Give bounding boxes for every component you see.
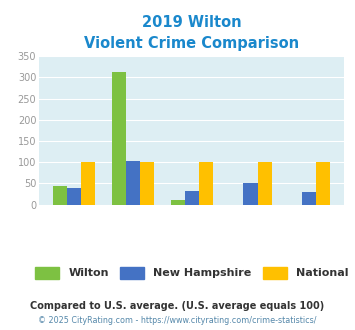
Legend: Wilton, New Hampshire, National: Wilton, New Hampshire, National [35,267,349,279]
Text: © 2025 CityRating.com - https://www.cityrating.com/crime-statistics/: © 2025 CityRating.com - https://www.city… [38,316,317,325]
Bar [126,161,140,205]
Bar [53,186,67,205]
Title: 2019 Wilton
Violent Crime Comparison: 2019 Wilton Violent Crime Comparison [84,15,299,51]
Bar [81,162,95,205]
Bar [67,188,81,205]
Bar [170,200,185,205]
Bar [302,192,316,205]
Text: Compared to U.S. average. (U.S. average equals 100): Compared to U.S. average. (U.S. average … [31,301,324,311]
Bar [316,162,331,205]
Bar [258,162,272,205]
Bar [185,191,199,205]
Bar [199,162,213,205]
Bar [244,183,258,205]
Bar [140,162,154,205]
Bar [112,72,126,205]
